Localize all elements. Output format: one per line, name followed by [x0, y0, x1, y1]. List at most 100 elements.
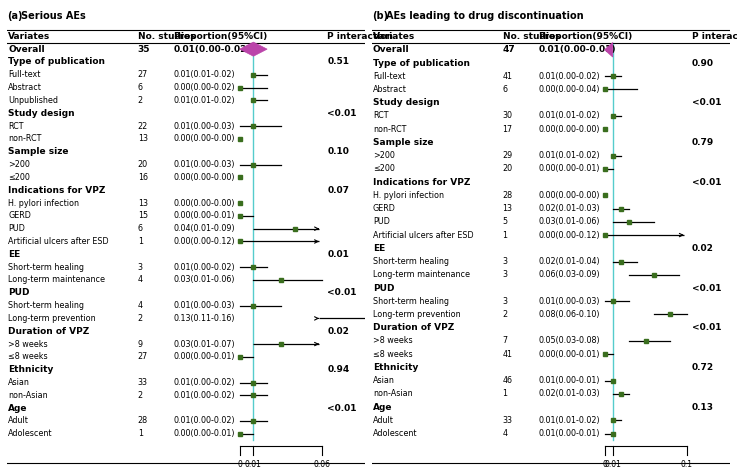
Text: <0.01: <0.01 — [327, 404, 357, 413]
Text: 28: 28 — [503, 191, 513, 200]
Text: 6: 6 — [138, 83, 143, 92]
Text: 0.02: 0.02 — [327, 327, 349, 336]
Text: PUD: PUD — [373, 217, 390, 227]
Text: >200: >200 — [373, 151, 395, 160]
Text: ≤8 weeks: ≤8 weeks — [8, 352, 48, 361]
Text: Study design: Study design — [373, 98, 439, 107]
Text: Short-term healing: Short-term healing — [373, 257, 449, 266]
Text: Type of publication: Type of publication — [8, 57, 105, 66]
Text: 0.06(0.03-0.09): 0.06(0.03-0.09) — [539, 270, 600, 279]
Text: 0.01(0.00-0.02): 0.01(0.00-0.02) — [174, 378, 235, 387]
Text: 0.00(0.00-0.01): 0.00(0.00-0.01) — [539, 350, 600, 359]
Text: ≤200: ≤200 — [8, 173, 30, 182]
Text: 0.01(0.00-0.03): 0.01(0.00-0.03) — [539, 297, 600, 306]
Text: 0.02(0.01-0.03): 0.02(0.01-0.03) — [539, 390, 600, 399]
Text: 41: 41 — [503, 350, 513, 359]
Text: 0.00(0.00-0.01): 0.00(0.00-0.01) — [174, 352, 235, 361]
Text: 0.06: 0.06 — [313, 460, 330, 469]
Text: 2: 2 — [138, 314, 143, 323]
Text: 0.03(0.01-0.06): 0.03(0.01-0.06) — [174, 275, 235, 284]
Text: non-Asian: non-Asian — [373, 390, 413, 399]
Text: 0.00(0.00-0.12): 0.00(0.00-0.12) — [539, 231, 600, 240]
Text: 0.01(0.01-0.02): 0.01(0.01-0.02) — [174, 70, 235, 79]
Text: Adolescent: Adolescent — [373, 429, 417, 438]
Text: 6: 6 — [503, 85, 508, 94]
Text: 4: 4 — [503, 429, 508, 438]
Text: Long-term maintenance: Long-term maintenance — [8, 275, 105, 284]
Text: 0.01(0.00-0.02): 0.01(0.00-0.02) — [174, 416, 235, 425]
Text: 0.90: 0.90 — [692, 58, 714, 68]
Text: 0.01(0.00-0.02): 0.01(0.00-0.02) — [174, 391, 235, 400]
Text: 0.02(0.01-0.03): 0.02(0.01-0.03) — [539, 204, 600, 213]
Text: Overall: Overall — [8, 45, 45, 54]
Text: 0.03(0.01-0.06): 0.03(0.01-0.06) — [539, 217, 600, 227]
Text: <0.01: <0.01 — [692, 178, 722, 187]
Text: 0.01(0.01-0.02): 0.01(0.01-0.02) — [539, 151, 600, 160]
Text: 0.00(0.00-0.00): 0.00(0.00-0.00) — [174, 173, 235, 182]
Text: 13: 13 — [503, 204, 513, 213]
Text: Overall: Overall — [373, 45, 410, 54]
Text: EE: EE — [373, 244, 385, 253]
Text: 20: 20 — [503, 164, 513, 173]
Text: non-Asian: non-Asian — [8, 391, 48, 400]
Text: Duration of VPZ: Duration of VPZ — [373, 323, 454, 332]
Text: <0.01: <0.01 — [327, 109, 357, 118]
Text: <0.01: <0.01 — [692, 323, 722, 332]
Text: (a): (a) — [7, 10, 23, 21]
Text: RCT: RCT — [8, 122, 24, 131]
Text: >8 weeks: >8 weeks — [373, 337, 413, 345]
Text: 13: 13 — [138, 198, 148, 208]
Text: Adult: Adult — [8, 416, 29, 425]
Text: 0.79: 0.79 — [692, 138, 714, 147]
Text: 0.01(0.01-0.02): 0.01(0.01-0.02) — [539, 416, 600, 425]
Text: 0.01(0.00-0.03): 0.01(0.00-0.03) — [174, 122, 235, 131]
Text: ≤8 weeks: ≤8 weeks — [373, 350, 413, 359]
Text: 20: 20 — [138, 160, 148, 169]
Text: 0.02(0.01-0.04): 0.02(0.01-0.04) — [539, 257, 600, 266]
Text: 15: 15 — [138, 212, 148, 220]
Text: 0.01(0.00-0.01): 0.01(0.00-0.01) — [539, 429, 600, 438]
Text: Asian: Asian — [373, 376, 395, 385]
Text: 28: 28 — [138, 416, 148, 425]
Text: 29: 29 — [503, 151, 513, 160]
Text: Abstract: Abstract — [8, 83, 42, 92]
Text: 1: 1 — [503, 390, 508, 399]
Text: 1: 1 — [503, 231, 508, 240]
Text: Short-term healing: Short-term healing — [8, 263, 84, 272]
Text: 16: 16 — [138, 173, 148, 182]
Text: 27: 27 — [138, 70, 148, 79]
Text: GERD: GERD — [8, 212, 31, 220]
Text: P interaction: P interaction — [327, 32, 394, 41]
Text: 0.01(0.00-0.01): 0.01(0.00-0.01) — [539, 45, 616, 54]
Text: 0.51: 0.51 — [327, 57, 349, 66]
Text: <0.01: <0.01 — [327, 288, 357, 297]
Text: 0.00(0.00-0.00): 0.00(0.00-0.00) — [539, 191, 600, 200]
Text: 9: 9 — [138, 339, 143, 349]
Text: Proportion(95%CI): Proportion(95%CI) — [174, 32, 268, 41]
Text: PUD: PUD — [8, 288, 29, 297]
Text: Abstract: Abstract — [373, 85, 407, 94]
Text: Artificial ulcers after ESD: Artificial ulcers after ESD — [8, 237, 109, 246]
Text: GERD: GERD — [373, 204, 396, 213]
Text: Asian: Asian — [8, 378, 30, 387]
Text: Ethnicity: Ethnicity — [373, 363, 419, 372]
Polygon shape — [240, 42, 267, 56]
Text: 0.03(0.01-0.07): 0.03(0.01-0.07) — [174, 339, 235, 349]
Text: Long-term prevention: Long-term prevention — [8, 314, 96, 323]
Text: 0.00(0.00-0.00): 0.00(0.00-0.00) — [174, 134, 235, 143]
Text: 13: 13 — [138, 134, 148, 143]
Text: EE: EE — [8, 250, 21, 259]
Text: H. pylori infection: H. pylori infection — [8, 198, 79, 208]
Text: 6: 6 — [138, 224, 143, 233]
Text: Adolescent: Adolescent — [8, 429, 52, 439]
Text: 0.94: 0.94 — [327, 365, 349, 374]
Text: 17: 17 — [503, 125, 513, 133]
Text: 0.01(0.00-0.01): 0.01(0.00-0.01) — [539, 376, 600, 385]
Text: 30: 30 — [503, 111, 513, 120]
Text: Long-term maintenance: Long-term maintenance — [373, 270, 470, 279]
Text: 1: 1 — [138, 429, 143, 439]
Text: 0.01(0.00-0.02): 0.01(0.00-0.02) — [539, 72, 600, 81]
Text: >200: >200 — [8, 160, 30, 169]
Text: 0.00(0.00-0.00): 0.00(0.00-0.00) — [539, 125, 600, 133]
Text: 0.00(0.00-0.12): 0.00(0.00-0.12) — [174, 237, 235, 246]
